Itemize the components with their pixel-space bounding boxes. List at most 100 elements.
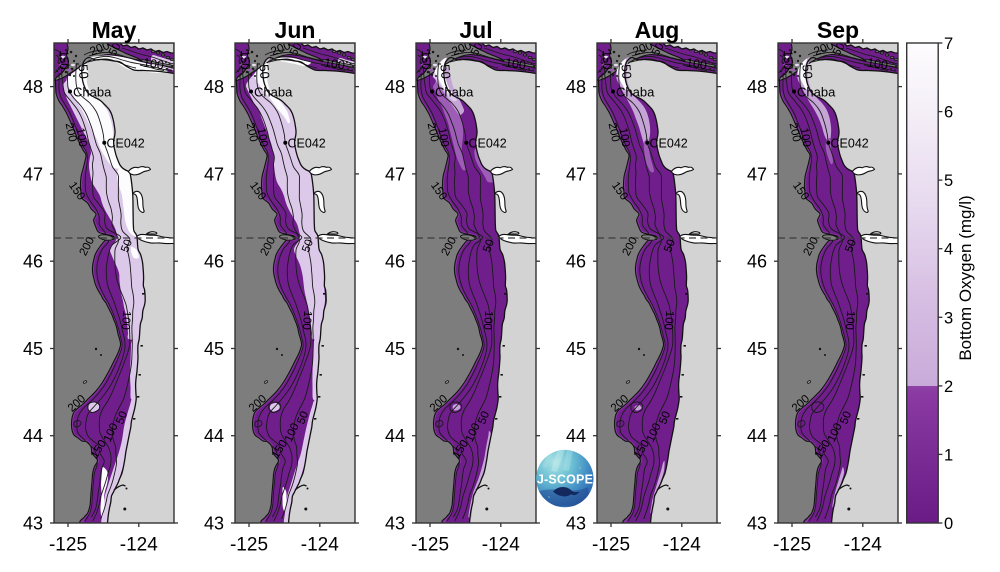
svg-text:150: 150	[419, 50, 431, 69]
svg-text:Chaba: Chaba	[435, 85, 474, 100]
svg-text:48: 48	[566, 77, 586, 97]
svg-text:43: 43	[385, 514, 405, 534]
svg-text:50: 50	[75, 64, 91, 80]
svg-text:46: 46	[23, 252, 43, 272]
svg-text:Chaba: Chaba	[797, 85, 836, 100]
svg-text:200: 200	[606, 122, 622, 143]
svg-text:-125: -125	[592, 535, 630, 556]
svg-text:100: 100	[254, 127, 269, 148]
svg-text:100: 100	[119, 310, 133, 330]
svg-text:50: 50	[476, 410, 492, 426]
svg-text:-124: -124	[663, 535, 701, 556]
svg-text:7: 7	[944, 35, 953, 53]
svg-text:Jul: Jul	[459, 17, 492, 43]
svg-text:May: May	[92, 17, 137, 43]
svg-text:50: 50	[300, 238, 316, 254]
svg-text:47: 47	[23, 164, 43, 184]
svg-text:100: 100	[616, 127, 631, 148]
svg-text:47: 47	[385, 164, 405, 184]
svg-text:Aug: Aug	[635, 17, 680, 43]
svg-text:47: 47	[204, 164, 224, 184]
svg-text:43: 43	[747, 514, 767, 534]
svg-text:150: 150	[238, 50, 250, 69]
svg-text:46: 46	[747, 252, 767, 272]
svg-text:43: 43	[566, 514, 586, 534]
svg-text:-124: -124	[482, 535, 520, 556]
svg-text:45: 45	[23, 339, 43, 359]
svg-text:Sep: Sep	[817, 17, 859, 43]
svg-text:48: 48	[204, 77, 224, 97]
svg-text:100: 100	[866, 56, 889, 73]
svg-text:200: 200	[425, 122, 441, 143]
svg-text:CE042: CE042	[288, 136, 326, 150]
svg-text:100: 100	[843, 310, 857, 330]
svg-text:44: 44	[23, 426, 43, 446]
svg-text:150: 150	[600, 50, 612, 69]
svg-text:150: 150	[781, 50, 793, 69]
svg-text:50: 50	[481, 238, 497, 254]
svg-text:48: 48	[747, 77, 767, 97]
svg-text:43: 43	[23, 514, 43, 534]
svg-text:50: 50	[114, 410, 130, 426]
svg-text:Chaba: Chaba	[616, 85, 655, 100]
svg-text:44: 44	[747, 426, 767, 446]
svg-text:3: 3	[944, 309, 953, 327]
svg-text:-125: -125	[230, 535, 268, 556]
svg-text:4: 4	[944, 241, 953, 259]
svg-text:1: 1	[944, 446, 953, 464]
svg-text:Jun: Jun	[275, 17, 316, 43]
svg-text:100: 100	[323, 56, 346, 73]
svg-text:50: 50	[799, 64, 815, 80]
svg-text:-124: -124	[844, 535, 882, 556]
svg-text:46: 46	[204, 252, 224, 272]
svg-text:45: 45	[747, 339, 767, 359]
svg-text:100: 100	[142, 56, 165, 73]
svg-text:-125: -125	[49, 535, 87, 556]
svg-text:100: 100	[662, 310, 676, 330]
svg-text:CE042: CE042	[469, 136, 507, 150]
svg-text:200: 200	[63, 122, 79, 143]
svg-text:-125: -125	[773, 535, 811, 556]
svg-text:-124: -124	[120, 535, 158, 556]
svg-text:Bottom Oxygen (mg/l): Bottom Oxygen (mg/l)	[956, 195, 975, 360]
svg-text:Chaba: Chaba	[254, 85, 293, 100]
svg-text:45: 45	[385, 339, 405, 359]
svg-text:47: 47	[747, 164, 767, 184]
svg-text:100: 100	[797, 127, 812, 148]
svg-text:50: 50	[662, 238, 678, 254]
svg-text:-124: -124	[301, 535, 339, 556]
svg-text:J-SCOPE: J-SCOPE	[537, 472, 593, 486]
svg-text:100: 100	[300, 310, 314, 330]
svg-text:44: 44	[566, 426, 586, 446]
svg-text:50: 50	[838, 410, 854, 426]
svg-text:50: 50	[119, 238, 135, 254]
svg-text:CE042: CE042	[831, 136, 869, 150]
svg-text:44: 44	[385, 426, 405, 446]
svg-text:100: 100	[435, 127, 450, 148]
svg-text:43: 43	[204, 514, 224, 534]
svg-text:50: 50	[256, 64, 272, 80]
svg-text:44: 44	[204, 426, 224, 446]
svg-text:100: 100	[504, 56, 527, 73]
svg-text:46: 46	[385, 252, 405, 272]
svg-text:Chaba: Chaba	[73, 85, 112, 100]
svg-text:0: 0	[944, 515, 953, 533]
svg-text:100: 100	[73, 127, 88, 148]
svg-text:6: 6	[944, 104, 953, 122]
svg-text:48: 48	[385, 77, 405, 97]
svg-text:47: 47	[566, 164, 586, 184]
svg-text:50: 50	[657, 410, 673, 426]
svg-text:200: 200	[244, 122, 260, 143]
svg-text:2: 2	[944, 378, 953, 396]
svg-text:50: 50	[618, 64, 634, 80]
svg-text:50: 50	[295, 410, 311, 426]
svg-text:50: 50	[437, 64, 453, 80]
svg-text:48: 48	[23, 77, 43, 97]
svg-text:-125: -125	[411, 535, 449, 556]
svg-text:45: 45	[566, 339, 586, 359]
svg-text:45: 45	[204, 339, 224, 359]
svg-text:CE042: CE042	[650, 136, 688, 150]
svg-text:CE042: CE042	[107, 136, 145, 150]
svg-text:200: 200	[787, 122, 803, 143]
svg-text:50: 50	[843, 238, 859, 254]
